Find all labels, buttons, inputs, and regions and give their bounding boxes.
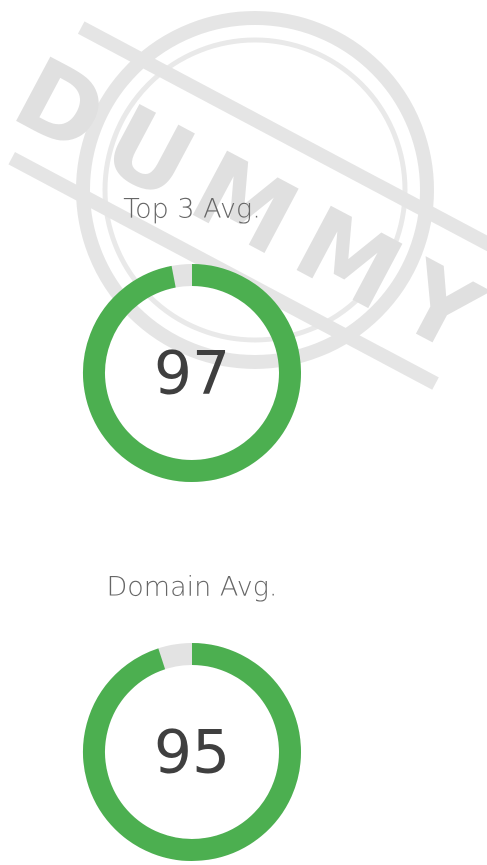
gauge-value: 97 bbox=[154, 339, 230, 409]
screen: DUMMY Top 3 Avg.97Domain Avg.95 bbox=[0, 0, 487, 865]
gauge-title: Top 3 Avg. bbox=[123, 194, 261, 225]
gauge-title: Domain Avg. bbox=[106, 572, 277, 603]
gauge-value: 95 bbox=[154, 718, 230, 788]
page: DUMMY Top 3 Avg.97Domain Avg.95 (() => {… bbox=[0, 0, 487, 865]
